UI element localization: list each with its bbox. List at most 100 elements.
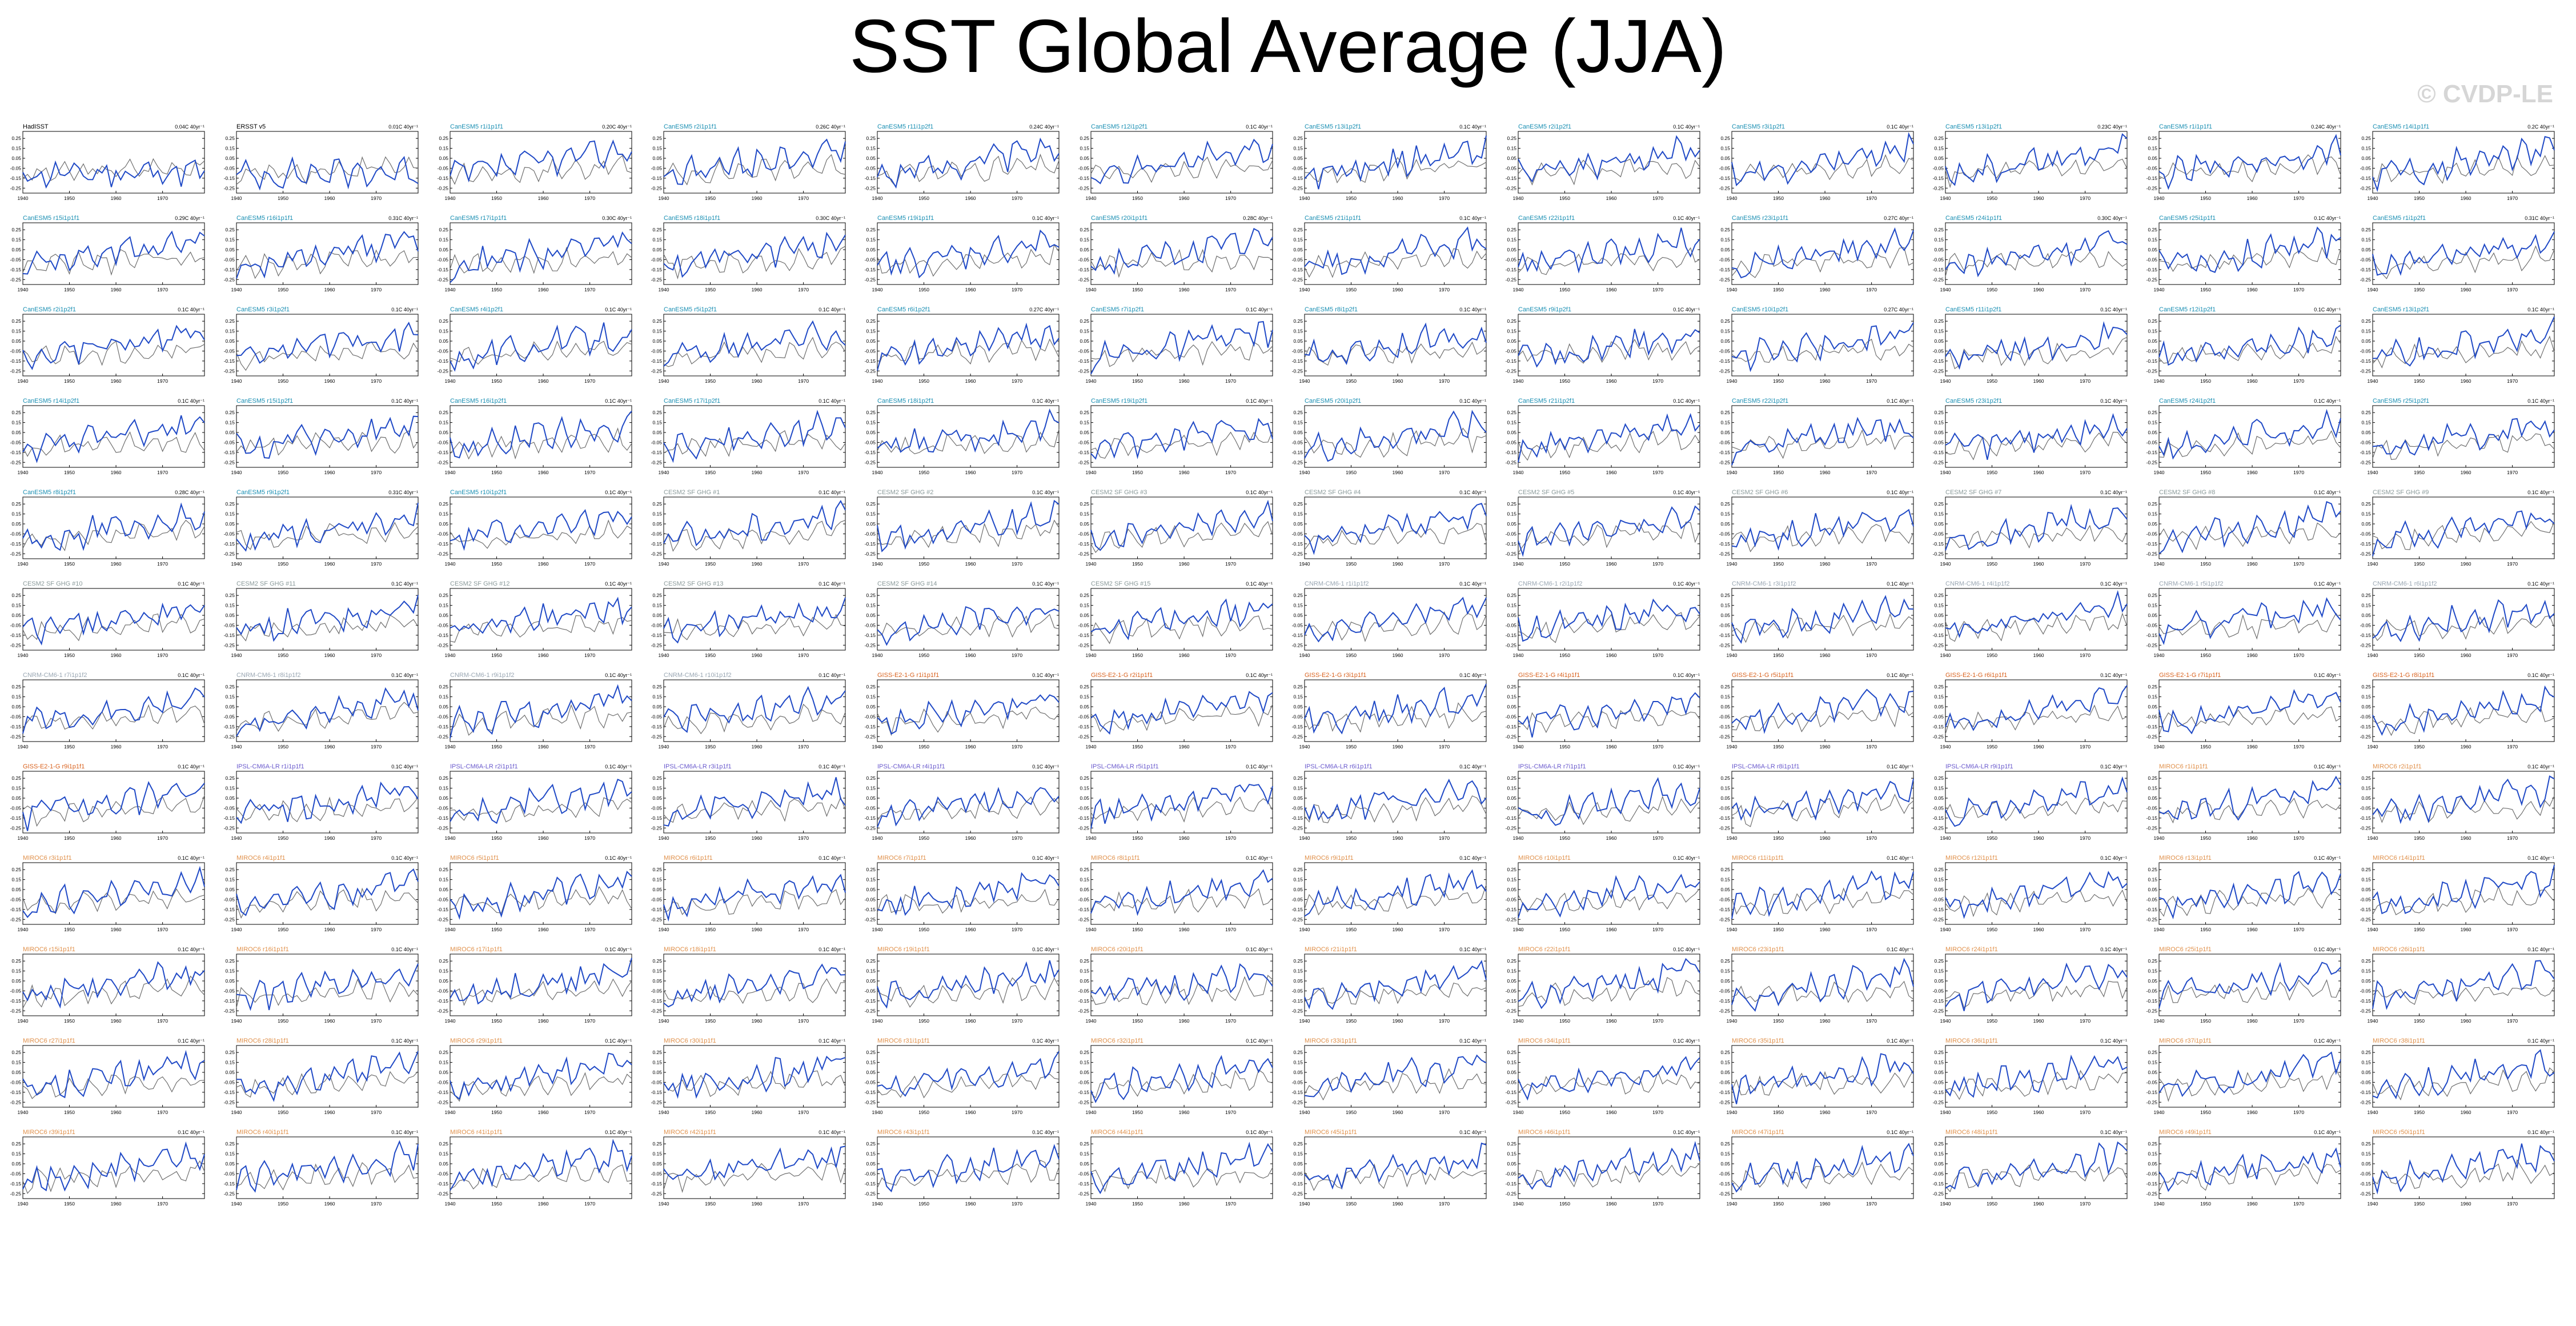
x-tick-label: 1940 <box>1299 1109 1310 1115</box>
panel-frame <box>2372 496 2555 559</box>
y-tick-label: -0.15 <box>1506 358 1517 364</box>
y-tick-label: -0.25 <box>224 642 235 648</box>
x-tick-label: 1960 <box>2033 927 2044 932</box>
panel: MIROC6 r17i1p1f1 0.1C 40yr⁻¹0.250.150.05-… <box>438 946 632 1024</box>
x-tick-label: 1960 <box>538 287 549 293</box>
x-tick-label: 1950 <box>278 195 288 201</box>
y-tick-label: 0.25 <box>866 318 876 324</box>
model-series-line <box>877 408 1060 453</box>
panel-title: MIROC6 r16i1p1f1 <box>236 946 289 953</box>
x-tick-label: 1940 <box>18 652 29 658</box>
x-tick-label: 1960 <box>752 287 763 293</box>
y-tick-label: -0.15 <box>1933 541 1944 547</box>
y-tick-label: -0.15 <box>438 907 449 912</box>
panel-trend: 0.1C 40yr⁻¹ <box>1246 1129 1273 1135</box>
panel-title: CanESM5 r21i1p1f1 <box>1305 215 1361 222</box>
panel: CanESM5 r5i1p2f1 0.1C 40yr⁻¹0.250.150.05-… <box>651 306 846 384</box>
y-tick-label: 0.05 <box>1720 338 1730 344</box>
y-tick-label: 0.15 <box>1293 329 1303 334</box>
x-tick-label: 1970 <box>2080 287 2091 293</box>
y-tick-label: 0.15 <box>2148 420 2157 426</box>
y-tick-label: -0.05 <box>438 1171 449 1176</box>
x-tick-label: 1950 <box>705 470 716 475</box>
x-tick-label: 1940 <box>231 561 242 567</box>
model-series-line <box>2372 864 2555 915</box>
y-tick-label: -0.15 <box>1078 907 1090 912</box>
panel-trend: 0.1C 40yr⁻¹ <box>2100 855 2127 861</box>
y-tick-label: -0.15 <box>10 1089 22 1095</box>
panel-trend: 0.1C 40yr⁻¹ <box>2527 947 2554 952</box>
y-tick-label: 0.15 <box>1293 877 1303 883</box>
x-tick-label: 1940 <box>445 927 456 932</box>
x-tick-label: 1940 <box>18 561 29 567</box>
panel: CNRM-CM6-1 r1i1p1f2 0.1C 40yr⁻¹0.250.150.… <box>1292 580 1487 658</box>
y-tick-label: 0.05 <box>11 887 21 892</box>
model-series-line <box>1945 1141 2128 1190</box>
x-tick-label: 1960 <box>965 1018 976 1024</box>
panel: CanESM5 r11i1p2f1 0.1C 40yr⁻¹0.250.150.05… <box>1933 306 2128 384</box>
x-tick-label: 1940 <box>2154 378 2165 384</box>
x-tick-label: 1970 <box>1866 561 1877 567</box>
y-tick-label: 0.15 <box>1293 603 1303 608</box>
y-tick-label: 0.25 <box>866 410 876 415</box>
y-tick-label: 0.15 <box>1720 968 1730 974</box>
x-tick-label: 1970 <box>584 1018 595 1024</box>
x-tick-label: 1950 <box>705 927 716 932</box>
x-tick-label: 1970 <box>2293 835 2304 841</box>
panel-trend: 0.1C 40yr⁻¹ <box>391 581 418 587</box>
x-tick-label: 1950 <box>1773 652 1784 658</box>
x-tick-label: 1940 <box>1727 744 1738 750</box>
y-tick-label: 0.25 <box>1080 1141 1089 1147</box>
panel-frame <box>22 679 205 742</box>
panel-title: CanESM5 r17i1p1f1 <box>450 215 507 222</box>
y-tick-label: -0.15 <box>651 175 663 181</box>
y-tick-label: -0.25 <box>10 277 22 282</box>
panel-title: MIROC6 r25i1p1f1 <box>2159 946 2212 953</box>
panel: CanESM5 r21i1p2f1 0.1C 40yr⁻¹0.250.150.05… <box>1506 398 1700 475</box>
panel-frame <box>1731 314 1914 376</box>
x-tick-label: 1970 <box>157 652 168 658</box>
y-tick-label: 0.05 <box>2361 521 2371 527</box>
x-tick-label: 1970 <box>2507 744 2518 750</box>
x-tick-label: 1950 <box>1132 561 1143 567</box>
y-tick-label: 0.25 <box>439 775 448 781</box>
y-tick-label: 0.15 <box>11 1060 21 1065</box>
panel-frame <box>22 588 205 651</box>
panel-frame <box>450 679 632 742</box>
y-tick-label: 0.15 <box>866 237 876 243</box>
y-tick-label: -0.05 <box>2360 348 2372 354</box>
x-tick-label: 1950 <box>64 470 75 475</box>
y-tick-label: 0.05 <box>225 1161 235 1167</box>
y-tick-label: -0.25 <box>1719 185 1731 191</box>
x-tick-label: 1940 <box>1940 378 1951 384</box>
x-tick-label: 1950 <box>705 1201 716 1207</box>
y-tick-label: -0.05 <box>1933 714 1944 719</box>
y-tick-label: 0.15 <box>1720 1151 1730 1157</box>
reference-series-line <box>1090 1164 1273 1192</box>
y-tick-label: 0.25 <box>866 867 876 872</box>
panel-trend: 0.1C 40yr⁻¹ <box>1246 1038 1273 1044</box>
x-tick-label: 1970 <box>371 1018 382 1024</box>
y-tick-label: -0.05 <box>1933 439 1944 445</box>
panel-frame <box>877 1136 1060 1199</box>
x-tick-label: 1950 <box>278 470 288 475</box>
panel-frame <box>663 862 846 925</box>
panel: MIROC6 r18i1p1f1 0.1C 40yr⁻¹0.250.150.05-… <box>651 946 846 1024</box>
x-tick-label: 1970 <box>1652 927 1663 932</box>
y-tick-label: -0.05 <box>1078 1171 1090 1176</box>
reference-series-line <box>2158 522 2341 550</box>
y-tick-label: 0.15 <box>866 694 876 700</box>
panel-trend: 0.1C 40yr⁻¹ <box>605 1038 632 1044</box>
panel-frame <box>1731 496 1914 559</box>
y-tick-label: -0.05 <box>1292 805 1303 811</box>
y-tick-label: -0.25 <box>224 277 235 282</box>
y-tick-label: 0.15 <box>2148 237 2157 243</box>
model-series-line <box>1518 329 1700 368</box>
y-tick-label: 0.15 <box>439 146 448 151</box>
x-tick-label: 1970 <box>584 1201 595 1207</box>
reference-series-line <box>877 338 1060 370</box>
x-tick-label: 1970 <box>2080 744 2091 750</box>
y-tick-label: 0.25 <box>1934 1049 1944 1055</box>
x-tick-label: 1960 <box>538 1201 549 1207</box>
y-tick-label: -0.05 <box>224 1171 235 1176</box>
